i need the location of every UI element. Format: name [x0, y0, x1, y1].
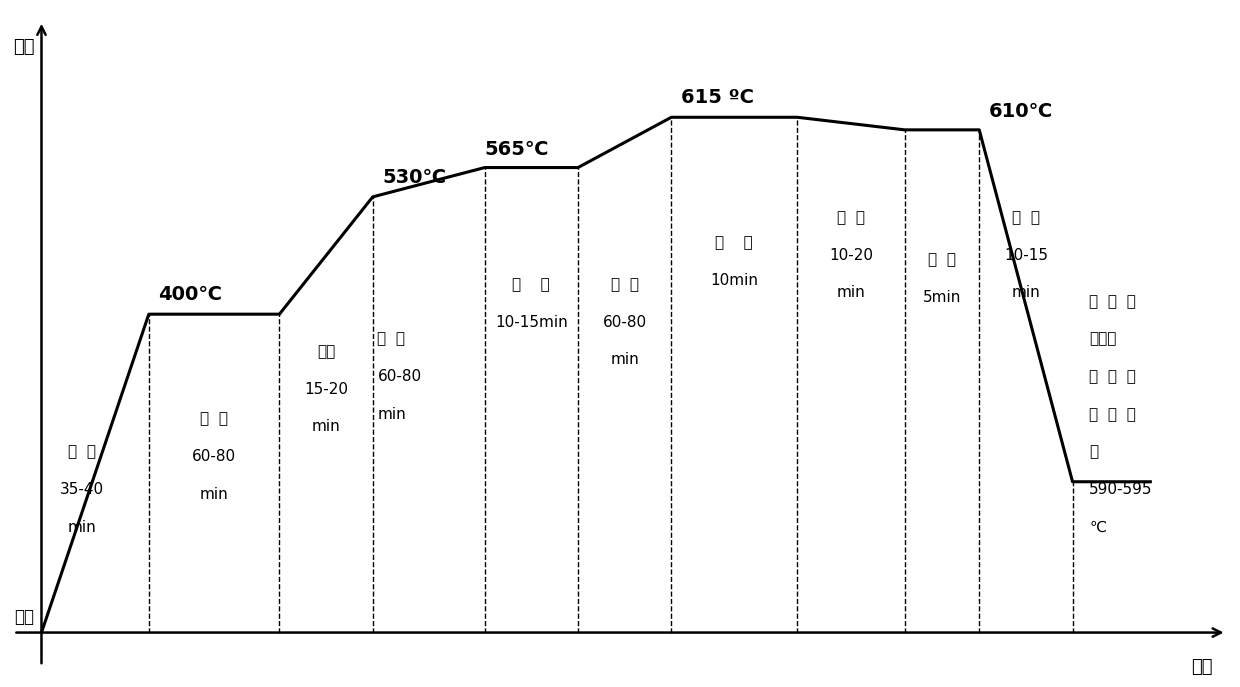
- Text: 10-20: 10-20: [828, 248, 873, 262]
- Text: 35-40: 35-40: [61, 482, 104, 497]
- Text: min: min: [200, 486, 228, 502]
- Text: 降  温: 降 温: [928, 252, 956, 267]
- Text: 室温: 室温: [14, 608, 33, 626]
- Text: 60-80: 60-80: [192, 449, 236, 464]
- Text: min: min: [837, 285, 866, 300]
- Text: 5min: 5min: [923, 290, 961, 304]
- Text: 升  温: 升 温: [68, 444, 97, 460]
- Text: 400℃: 400℃: [159, 285, 222, 304]
- Text: 10-15: 10-15: [1004, 248, 1048, 262]
- Text: 60-80: 60-80: [603, 315, 647, 330]
- Text: min: min: [68, 520, 97, 535]
- Text: 温  度  达: 温 度 达: [1089, 407, 1136, 422]
- Text: 10-15min: 10-15min: [495, 315, 568, 330]
- Text: 保  温: 保 温: [837, 210, 866, 225]
- Text: 615 ºC: 615 ºC: [682, 88, 754, 107]
- Text: min: min: [1012, 285, 1040, 300]
- Text: min: min: [610, 352, 639, 368]
- Text: 保  温: 保 温: [377, 332, 405, 346]
- Text: 到: 到: [1089, 444, 1099, 460]
- Text: 温，产: 温，产: [1089, 332, 1117, 346]
- Text: 15-20: 15-20: [304, 382, 348, 397]
- Text: 590-595: 590-595: [1089, 482, 1153, 497]
- Text: 升    温: 升 温: [512, 277, 551, 292]
- Text: 温度: 温度: [14, 38, 35, 56]
- Text: 断  电  降: 断 电 降: [1089, 294, 1136, 308]
- Text: min: min: [377, 407, 407, 422]
- Text: 保  温: 保 温: [1012, 210, 1040, 225]
- Text: ℃: ℃: [1089, 520, 1106, 535]
- Text: 升    温: 升 温: [715, 235, 753, 250]
- Text: 保  温: 保 温: [610, 277, 639, 292]
- Text: 时间: 时间: [1190, 657, 1213, 676]
- Text: 565℃: 565℃: [485, 140, 549, 159]
- Text: 60-80: 60-80: [377, 369, 422, 384]
- Text: 升温: 升温: [317, 344, 335, 359]
- Text: min: min: [311, 420, 341, 434]
- Text: 保  温: 保 温: [200, 411, 228, 426]
- Text: 品  工  件: 品 工 件: [1089, 369, 1136, 384]
- Text: 610℃: 610℃: [988, 102, 1053, 122]
- Text: 530℃: 530℃: [382, 168, 446, 187]
- Text: 10min: 10min: [711, 273, 759, 288]
